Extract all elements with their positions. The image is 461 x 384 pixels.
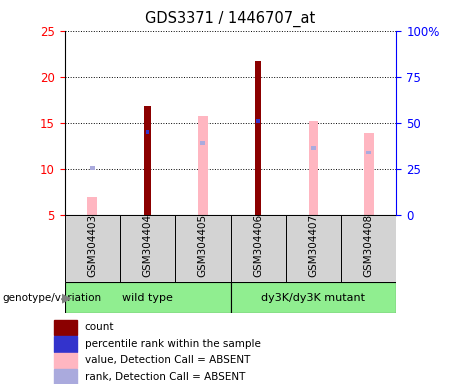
Bar: [255, 61, 261, 215]
Text: value, Detection Call = ABSENT: value, Detection Call = ABSENT: [85, 356, 250, 366]
Bar: [308, 121, 319, 215]
Bar: [54, 353, 77, 368]
Text: GSM304403: GSM304403: [87, 214, 97, 277]
Text: ▶: ▶: [62, 291, 72, 304]
Text: GSM304406: GSM304406: [253, 214, 263, 277]
Bar: [311, 146, 316, 150]
Bar: [201, 141, 205, 145]
Bar: [144, 106, 151, 215]
Bar: [146, 130, 149, 134]
Text: dy3K/dy3K mutant: dy3K/dy3K mutant: [261, 293, 366, 303]
Text: wild type: wild type: [122, 293, 173, 303]
Text: percentile rank within the sample: percentile rank within the sample: [85, 339, 260, 349]
Bar: [230, 282, 396, 313]
Bar: [230, 215, 286, 282]
Bar: [364, 133, 374, 215]
Bar: [198, 116, 208, 215]
Bar: [341, 215, 396, 282]
Text: genotype/variation: genotype/variation: [2, 293, 101, 303]
Text: GSM304408: GSM304408: [364, 214, 374, 277]
Bar: [366, 151, 371, 154]
Bar: [65, 215, 120, 282]
Bar: [286, 215, 341, 282]
Bar: [54, 320, 77, 335]
Bar: [54, 369, 77, 384]
Bar: [120, 215, 175, 282]
Text: rank, Detection Call = ABSENT: rank, Detection Call = ABSENT: [85, 372, 245, 382]
Bar: [256, 119, 260, 123]
Title: GDS3371 / 1446707_at: GDS3371 / 1446707_at: [145, 10, 316, 26]
Bar: [87, 197, 97, 215]
Text: GSM304407: GSM304407: [308, 214, 319, 277]
Bar: [175, 215, 230, 282]
Bar: [90, 166, 95, 170]
Text: GSM304405: GSM304405: [198, 214, 208, 277]
Bar: [65, 282, 230, 313]
Text: GSM304404: GSM304404: [142, 214, 153, 277]
Text: count: count: [85, 322, 114, 332]
Bar: [54, 336, 77, 351]
